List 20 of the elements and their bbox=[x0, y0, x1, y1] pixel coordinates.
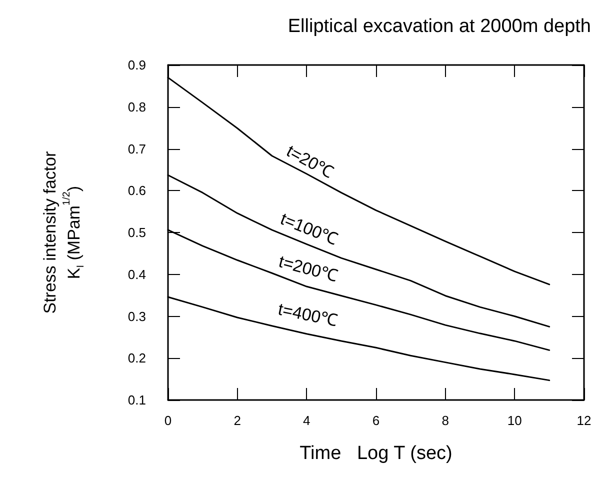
x-tick-label: 4 bbox=[303, 413, 310, 428]
y-tick-label: 0.5 bbox=[128, 225, 146, 240]
text: t=200℃ bbox=[276, 252, 340, 286]
x-tick-label: 2 bbox=[234, 413, 241, 428]
y-tick-label: 0.1 bbox=[128, 392, 146, 408]
x-tick-label: 8 bbox=[442, 413, 449, 428]
x-tick-label: 10 bbox=[507, 413, 522, 428]
y-tick-label: 0.6 bbox=[128, 183, 146, 198]
y-tick-label: 0.4 bbox=[128, 266, 146, 282]
chart-title: Elliptical excavation at 2000m depth bbox=[288, 16, 591, 37]
x-tick-label: 12 bbox=[576, 413, 592, 428]
y-tick-label: 0.2 bbox=[128, 350, 146, 366]
x-tick-label: 0 bbox=[164, 413, 172, 428]
y-tick-label: 0.8 bbox=[128, 99, 146, 114]
x-tick-label: 6 bbox=[372, 413, 380, 428]
x-axis-title: Time Log T (sec) bbox=[300, 443, 452, 464]
text: t=400℃ bbox=[276, 300, 340, 330]
y-tick-label: 0.9 bbox=[128, 58, 146, 72]
y-tick-label: 0.3 bbox=[128, 308, 146, 324]
y-tick-label: 0.7 bbox=[128, 141, 146, 156]
